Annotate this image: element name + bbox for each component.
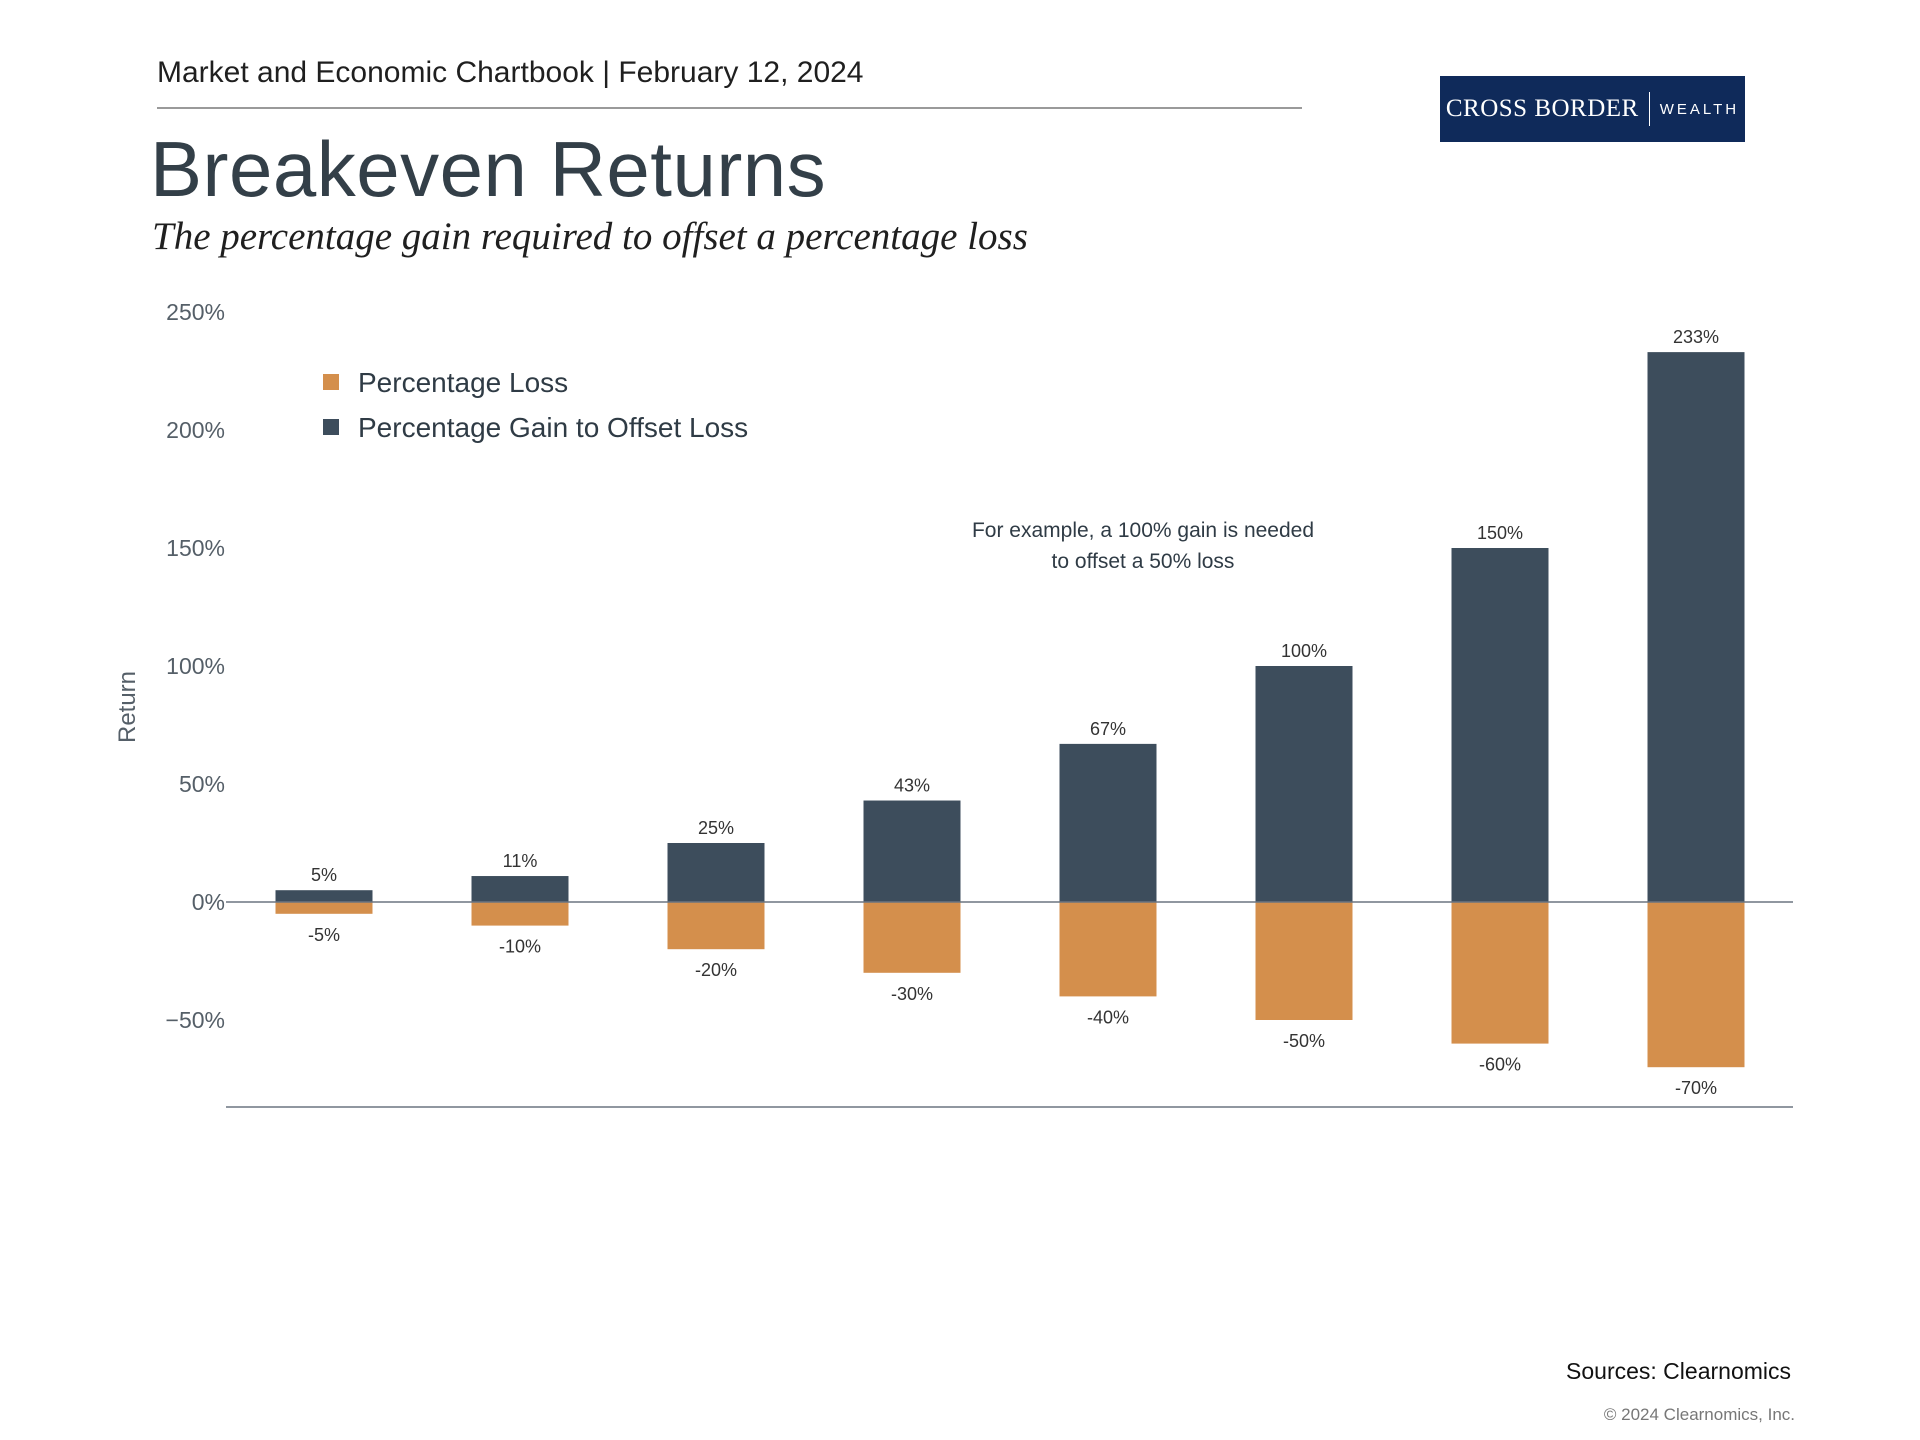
loss-bar: [1647, 902, 1745, 1068]
chart-annotation: to offset a 50% loss: [1052, 550, 1235, 573]
legend-label: Percentage Loss: [358, 367, 568, 398]
loss-data-label: -60%: [1479, 1055, 1521, 1075]
loss-data-label: -20%: [695, 960, 737, 980]
y-tick-label: 100%: [166, 653, 225, 679]
chartbook-header: Market and Economic Chartbook | February…: [157, 56, 864, 89]
gain-bar: [471, 876, 569, 902]
y-tick-label: 0%: [192, 889, 225, 915]
gain-data-label: 100%: [1281, 641, 1327, 661]
chart-annotation: For example, a 100% gain is needed: [972, 519, 1314, 542]
loss-bar: [863, 902, 961, 973]
loss-bar: [275, 902, 373, 914]
header-divider: [157, 107, 1302, 109]
y-tick-label: 200%: [166, 417, 225, 443]
legend-label: Percentage Gain to Offset Loss: [358, 412, 748, 443]
logo-sub-text: WEALTH: [1659, 100, 1740, 118]
y-axis-label: Return: [114, 671, 141, 743]
loss-bar: [1059, 902, 1157, 997]
loss-data-label: -50%: [1283, 1031, 1325, 1051]
y-tick-label: −50%: [166, 1007, 225, 1033]
gain-data-label: 67%: [1090, 719, 1126, 739]
y-tick-label: 50%: [179, 771, 225, 797]
gain-data-label: 11%: [503, 851, 538, 871]
gain-bar: [1451, 548, 1549, 902]
loss-data-label: -10%: [499, 937, 541, 957]
loss-data-label: -5%: [308, 925, 340, 945]
loss-data-label: -70%: [1675, 1078, 1717, 1098]
legend-swatch: [323, 374, 339, 390]
y-tick-label: 150%: [166, 535, 225, 561]
gain-bar: [1255, 666, 1353, 902]
gain-bar: [863, 800, 961, 902]
copyright-note: © 2024 Clearnomics, Inc.: [1603, 1405, 1795, 1424]
loss-bar: [471, 902, 569, 926]
logo-main-text: CROSS BORDER: [1445, 95, 1639, 122]
sources-note: Sources: Clearnomics: [1566, 1358, 1791, 1384]
gain-data-label: 25%: [698, 818, 734, 838]
gain-bar: [275, 890, 373, 902]
loss-data-label: -40%: [1087, 1007, 1129, 1027]
page-subtitle: The percentage gain required to offset a…: [152, 215, 1028, 258]
loss-bar: [1451, 902, 1549, 1044]
gain-data-label: 233%: [1673, 327, 1719, 347]
gain-data-label: 43%: [894, 776, 930, 796]
y-tick-label: 250%: [166, 299, 225, 325]
gain-data-label: 150%: [1477, 523, 1523, 543]
gain-bar: [1647, 352, 1745, 902]
loss-data-label: -30%: [891, 984, 933, 1004]
gain-bar: [1059, 743, 1157, 902]
gain-bar: [667, 843, 765, 902]
gain-data-label: 5%: [311, 865, 337, 885]
loss-bar: [667, 902, 765, 950]
legend-swatch: [323, 419, 339, 435]
logo-divider: [1648, 92, 1650, 126]
loss-bar: [1255, 902, 1353, 1020]
page-title: Breakeven Returns: [150, 125, 827, 213]
brand-logo: CROSS BORDER WEALTH: [1440, 76, 1745, 142]
